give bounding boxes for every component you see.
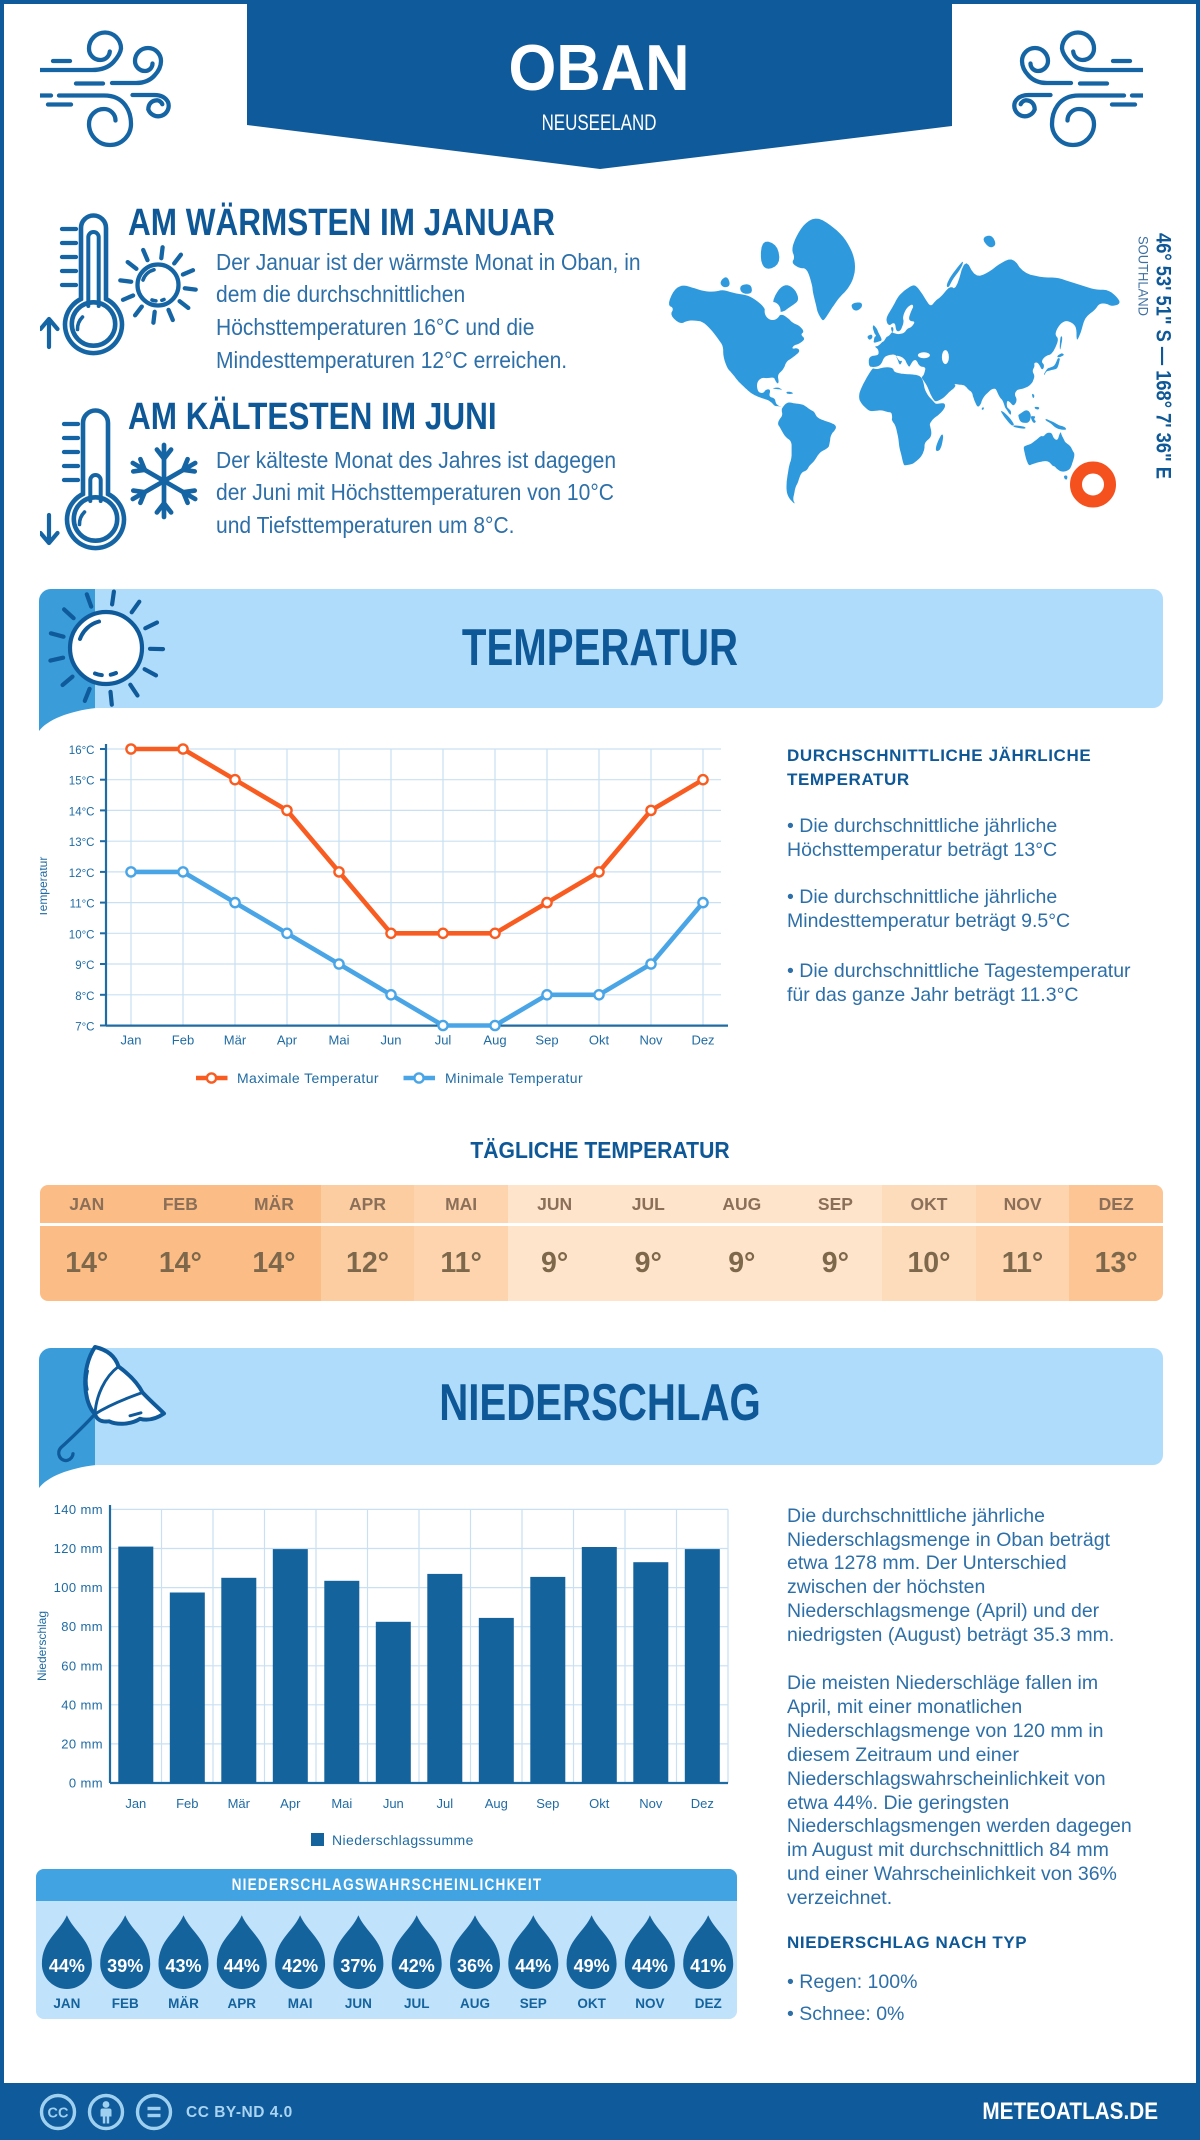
svg-text:11°C: 11°C xyxy=(70,899,95,911)
svg-text:Dez: Dez xyxy=(691,1796,714,1811)
svg-text:Okt: Okt xyxy=(589,1796,610,1811)
svg-text:Mai: Mai xyxy=(331,1796,352,1811)
svg-text:16°C: 16°C xyxy=(69,745,95,757)
svg-text:Mär: Mär xyxy=(224,1033,247,1048)
svg-text:Feb: Feb xyxy=(172,1033,194,1048)
svg-text:Aug: Aug xyxy=(483,1033,506,1048)
svg-text:Jul: Jul xyxy=(435,1033,452,1048)
svg-text:8°C: 8°C xyxy=(75,991,94,1003)
svg-text:10°C: 10°C xyxy=(69,929,95,941)
svg-text:120 mm: 120 mm xyxy=(54,1541,103,1556)
svg-text:Okt: Okt xyxy=(589,1033,610,1048)
svg-text:40 mm: 40 mm xyxy=(61,1697,103,1712)
svg-text:Jan: Jan xyxy=(125,1796,146,1811)
svg-text:Feb: Feb xyxy=(176,1796,198,1811)
svg-text:14°C: 14°C xyxy=(69,806,95,818)
svg-text:Aug: Aug xyxy=(485,1796,508,1811)
svg-text:Jun: Jun xyxy=(383,1796,404,1811)
svg-text:Temperatur: Temperatur xyxy=(40,857,50,918)
svg-text:Mär: Mär xyxy=(228,1796,251,1811)
svg-text:Apr: Apr xyxy=(280,1796,301,1811)
svg-text:Niederschlag: Niederschlag xyxy=(35,1611,49,1681)
svg-text:Sep: Sep xyxy=(535,1033,558,1048)
svg-text:9°C: 9°C xyxy=(75,960,94,972)
svg-text:20 mm: 20 mm xyxy=(61,1736,103,1751)
svg-text:Jan: Jan xyxy=(121,1033,142,1048)
svg-text:Jun: Jun xyxy=(381,1033,402,1048)
svg-text:60 mm: 60 mm xyxy=(61,1658,103,1673)
svg-text:80 mm: 80 mm xyxy=(61,1619,103,1634)
svg-text:Maximale Temperatur: Maximale Temperatur xyxy=(237,1070,379,1086)
svg-text:7°C: 7°C xyxy=(75,1022,94,1034)
svg-text:Apr: Apr xyxy=(277,1033,298,1048)
svg-text:100 mm: 100 mm xyxy=(54,1580,103,1595)
svg-text:12°C: 12°C xyxy=(69,868,95,880)
svg-text:15°C: 15°C xyxy=(69,776,95,788)
svg-text:CC: CC xyxy=(48,2106,69,2122)
svg-text:Jul: Jul xyxy=(436,1796,453,1811)
svg-text:13°C: 13°C xyxy=(69,837,95,849)
svg-text:Nov: Nov xyxy=(639,1796,663,1811)
svg-text:Mai: Mai xyxy=(329,1033,350,1048)
svg-text:Nov: Nov xyxy=(639,1033,663,1048)
svg-text:Sep: Sep xyxy=(536,1796,559,1811)
svg-text:Minimale Temperatur: Minimale Temperatur xyxy=(445,1070,583,1086)
svg-text:140 mm: 140 mm xyxy=(54,1502,103,1517)
svg-text:Dez: Dez xyxy=(691,1033,714,1048)
svg-text:Niederschlagssumme: Niederschlagssumme xyxy=(332,1832,474,1848)
svg-text:0 mm: 0 mm xyxy=(69,1776,103,1791)
